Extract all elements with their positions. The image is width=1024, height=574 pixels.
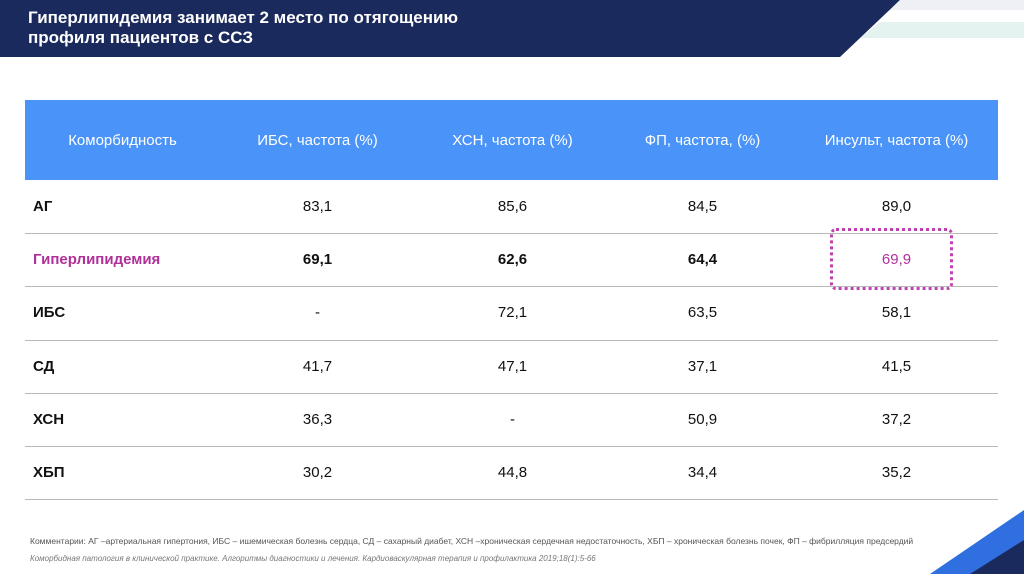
column-header: ФП, частота, (%)	[644, 131, 761, 149]
cell-value: 64,4	[687, 251, 718, 269]
cell-value: 37,2	[881, 410, 912, 428]
cell-value: 36,3	[302, 410, 333, 428]
cell-value: 50,9	[687, 410, 718, 428]
cell-value: 84,5	[687, 198, 718, 216]
cell-value: 69,1	[302, 251, 333, 269]
cell-value: 35,2	[881, 464, 912, 482]
cell-value: 72,1	[497, 304, 528, 322]
highlight-box	[830, 228, 953, 290]
row-label: ИБС	[33, 304, 66, 322]
cell-value: 83,1	[302, 198, 333, 216]
row-separator	[25, 286, 998, 288]
title-band	[0, 0, 900, 57]
row-separator	[25, 233, 998, 235]
row-label: ХБП	[33, 464, 65, 482]
row-separator	[25, 339, 998, 341]
title: Гиперлипидемия занимает 2 место по отяго…	[28, 8, 458, 47]
cell-value: 41,7	[302, 357, 333, 375]
cell-value: 47,1	[497, 357, 528, 375]
comment: Комментарии: АГ –артериальная гипертония…	[30, 536, 914, 546]
cell-value: 30,2	[302, 464, 333, 482]
row-label: СД	[33, 357, 55, 375]
header-row	[25, 100, 998, 180]
cell-value: -	[510, 410, 515, 428]
row-label: АГ	[33, 198, 53, 216]
cell-value: 85,6	[497, 198, 528, 216]
cell-value: 41,5	[881, 357, 912, 375]
cell-value: -	[315, 304, 320, 322]
cell-value: 37,1	[687, 357, 718, 375]
column-header: ХСН, частота (%)	[452, 131, 573, 149]
column-header: Коморбидность	[68, 131, 177, 149]
cell-value: 34,4	[687, 464, 718, 482]
row-label: ХСН	[33, 410, 65, 428]
corner	[970, 540, 1024, 574]
cell-value: 62,6	[497, 251, 528, 269]
row-separator	[25, 446, 998, 447]
row-label: Гиперлипидемия	[33, 251, 161, 269]
cell-value: 44,8	[497, 464, 528, 482]
cell-value: 58,1	[881, 304, 912, 322]
row-separator	[25, 392, 998, 394]
cell-value: 69,9	[881, 251, 912, 269]
column-header: Инсульт, частота (%)	[824, 131, 969, 149]
stripe	[860, 22, 1024, 38]
row-separator	[25, 499, 998, 501]
source: Коморбидная патология в клинической прак…	[30, 554, 596, 563]
cell-value: 63,5	[687, 304, 718, 322]
stripe	[890, 0, 1024, 10]
column-header: ИБС, частота (%)	[257, 131, 378, 149]
cell-value: 89,0	[881, 198, 912, 216]
